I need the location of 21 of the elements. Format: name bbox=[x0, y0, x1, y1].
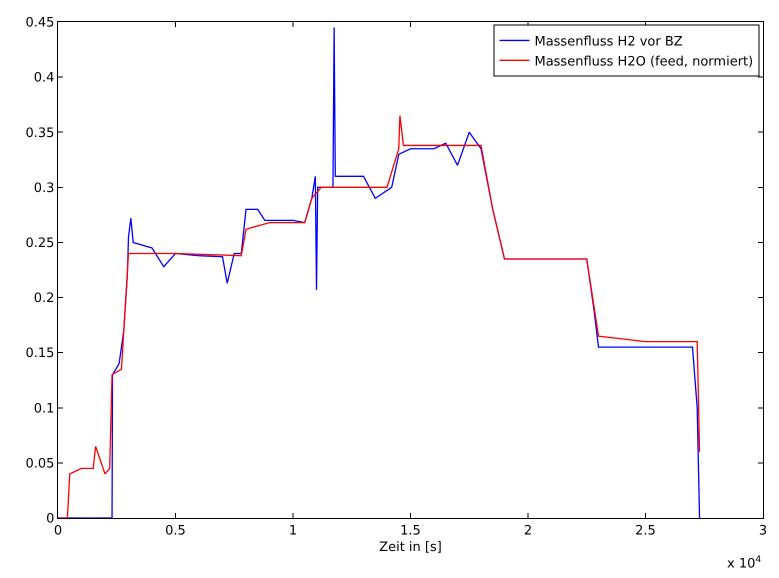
y-tick-label: 0.3 bbox=[34, 180, 54, 196]
x-tick-label: 2.5 bbox=[635, 524, 656, 539]
y-tick-label: 0.45 bbox=[25, 16, 54, 31]
x-tick-label: 1.5 bbox=[400, 524, 421, 539]
text: x 10$^{4}$ bbox=[727, 555, 762, 572]
y-tick-label: 0.25 bbox=[25, 236, 54, 251]
x-tick-label: 3 bbox=[758, 524, 768, 539]
legend-label: Massenfluss H2O (feed, normiert) bbox=[534, 54, 754, 70]
legend-label: Massenfluss H2 vor BZ bbox=[534, 34, 683, 50]
y-tick-label: 0.35 bbox=[25, 126, 54, 141]
x-tick-label: 2 bbox=[524, 524, 532, 539]
x-tick-label: 0.5 bbox=[165, 524, 186, 539]
x-axis-title: Zeit in [s] bbox=[379, 540, 442, 556]
y-tick-label: 0.15 bbox=[25, 346, 54, 362]
y-tick-label: 0.1 bbox=[34, 401, 54, 416]
y-tick-label: 0.05 bbox=[25, 456, 54, 472]
y-tick-label: 0 bbox=[46, 512, 54, 527]
y-tick-label: 0.4 bbox=[34, 70, 54, 86]
line-series bbox=[58, 115, 700, 518]
x-tick-label: 1 bbox=[288, 524, 298, 539]
y-tick-label: 0.2 bbox=[34, 291, 54, 306]
